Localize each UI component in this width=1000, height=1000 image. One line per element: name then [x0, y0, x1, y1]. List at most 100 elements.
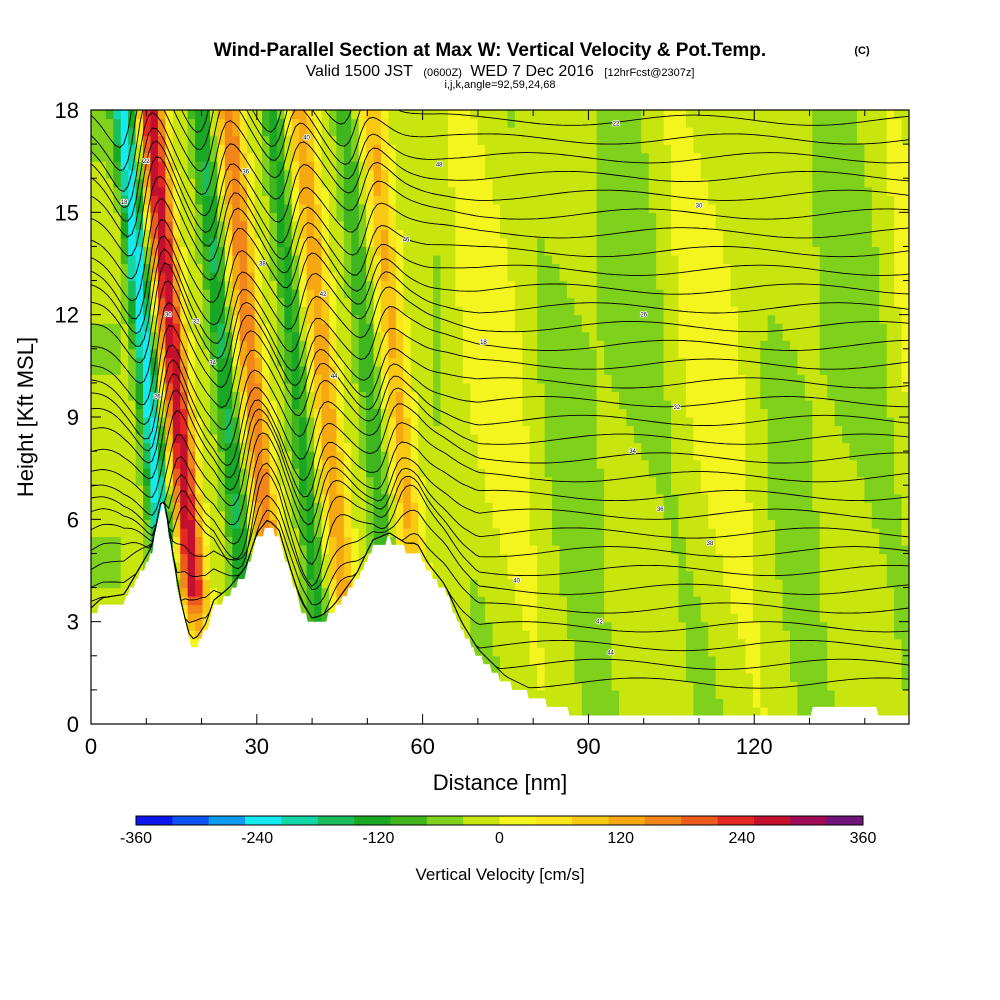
field-cell	[596, 630, 605, 640]
field-cell	[566, 237, 575, 248]
field-cell	[209, 451, 219, 461]
field-cell	[537, 613, 546, 623]
field-cell	[485, 127, 494, 137]
field-cell	[470, 297, 479, 307]
field-cell	[328, 425, 337, 435]
field-cell	[247, 323, 256, 333]
field-cell	[284, 374, 293, 384]
field-cell	[604, 706, 613, 717]
field-cell	[276, 476, 285, 486]
field-cell	[98, 135, 107, 145]
field-cell	[269, 152, 278, 162]
field-cell	[425, 417, 434, 427]
field-cell	[321, 254, 330, 265]
valid-zulu: (0600Z)	[423, 67, 462, 79]
field-cell	[581, 604, 590, 614]
field-cell	[418, 272, 427, 282]
field-cell	[485, 442, 494, 452]
field-cell	[403, 195, 412, 205]
field-cell	[180, 391, 189, 401]
field-cell	[596, 161, 605, 171]
field-cell	[447, 468, 456, 478]
field-cell	[195, 203, 204, 213]
field-cell	[239, 203, 248, 213]
field-cell	[224, 280, 233, 290]
field-cell	[232, 425, 241, 435]
field-cell	[418, 127, 427, 137]
field-cell	[276, 519, 285, 529]
field-cell	[529, 621, 538, 631]
valid-date: WED 7 Dec 2016	[470, 63, 594, 80]
field-cell	[388, 289, 397, 299]
field-cell	[358, 434, 367, 444]
field-cell	[284, 246, 293, 256]
field-cell	[291, 459, 300, 469]
field-cell	[180, 152, 189, 162]
field-cell	[492, 186, 501, 196]
field-cell	[202, 178, 211, 188]
field-cell	[135, 178, 144, 188]
field-cell	[143, 485, 152, 495]
field-cell	[566, 246, 575, 256]
field-cell	[254, 442, 263, 452]
field-cell	[239, 544, 248, 555]
field-cell	[373, 382, 382, 393]
field-cell	[306, 510, 315, 520]
field-cell	[113, 434, 122, 444]
field-cell	[470, 263, 479, 273]
field-cell	[559, 340, 568, 350]
field-cell	[455, 161, 464, 171]
field-cell	[195, 451, 204, 461]
field-cell	[306, 220, 315, 230]
field-cell	[239, 357, 248, 367]
field-cell	[299, 570, 308, 580]
field-cell	[291, 485, 300, 495]
field-cell	[440, 357, 449, 367]
field-cell	[269, 110, 278, 120]
field-cell	[388, 493, 397, 503]
field-cell	[447, 476, 456, 486]
field-cell	[321, 553, 330, 563]
field-cell	[157, 476, 166, 486]
field-cell	[529, 647, 538, 657]
field-cell	[604, 698, 613, 708]
field-cell	[514, 510, 523, 520]
field-cell	[358, 382, 367, 393]
field-cell	[425, 451, 434, 461]
field-cell	[410, 348, 419, 358]
field-cell	[217, 493, 226, 503]
field-cell	[336, 272, 345, 282]
field-cell	[180, 561, 189, 572]
field-cell	[373, 212, 382, 222]
field-cell	[366, 161, 375, 171]
field-cell	[507, 280, 516, 290]
field-cell	[269, 331, 278, 341]
field-cell	[447, 579, 456, 589]
field-cell	[514, 672, 523, 682]
field-cell	[537, 425, 546, 435]
field-cell	[366, 485, 375, 495]
field-cell	[500, 672, 509, 682]
field-cell	[180, 570, 189, 580]
field-cell	[128, 306, 137, 316]
field-cell	[552, 220, 561, 230]
field-cell	[596, 425, 605, 435]
field-cell	[537, 135, 546, 145]
field-cell	[269, 365, 278, 375]
field-cell	[581, 519, 590, 529]
field-cell	[306, 348, 315, 358]
field-cell	[351, 485, 360, 495]
field-cell	[589, 314, 598, 324]
field-cell	[589, 118, 598, 128]
field-cell	[581, 425, 590, 435]
field-cell	[529, 434, 538, 444]
field-cell	[470, 536, 479, 546]
field-cell	[395, 203, 404, 213]
field-cell	[514, 442, 523, 452]
field-cell	[500, 169, 509, 179]
field-cell	[581, 212, 590, 222]
field-cell	[522, 681, 531, 691]
field-cell	[232, 357, 241, 367]
field-cell	[455, 144, 464, 154]
field-cell	[440, 502, 449, 512]
